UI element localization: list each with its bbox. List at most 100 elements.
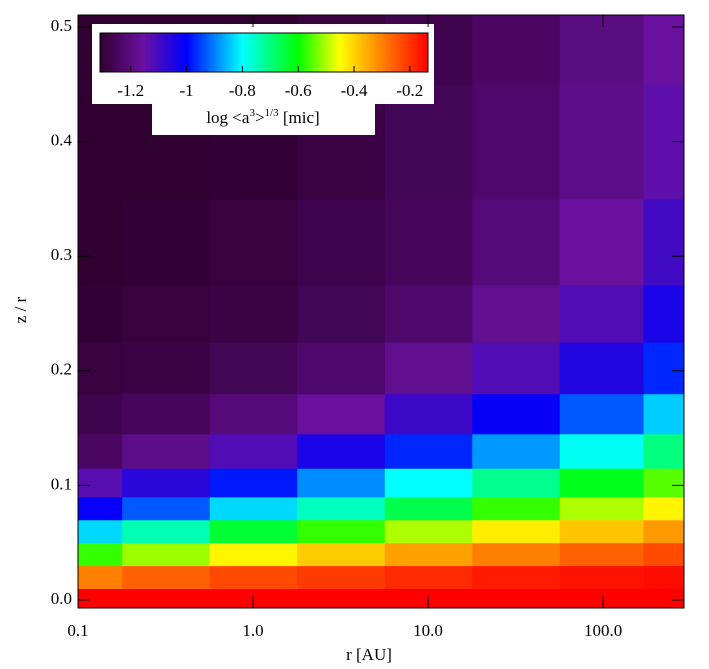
heatmap-cell <box>472 84 561 200</box>
heatmap-cell <box>122 496 211 521</box>
heatmap-cell <box>122 342 211 395</box>
heatmap-cell <box>78 284 123 343</box>
heatmap-cell <box>122 198 211 286</box>
heatmap-cell <box>209 198 298 286</box>
heatmap-cell <box>559 496 645 521</box>
colorbar-tick-label: -0.6 <box>285 81 312 100</box>
heatmap-cell <box>78 468 123 498</box>
heatmap-cell <box>384 198 473 286</box>
heatmap-cell <box>78 519 123 544</box>
heatmap-cell <box>78 393 123 435</box>
heatmap-cell <box>472 15 561 85</box>
y-tick-label: 0.4 <box>51 131 73 150</box>
heatmap-cell <box>643 284 684 343</box>
heatmap-cell <box>209 342 298 395</box>
heatmap-cell <box>209 393 298 435</box>
heatmap-cell <box>643 342 684 395</box>
y-axis-label: z / r <box>11 296 30 323</box>
heatmap-cell <box>297 284 386 343</box>
x-tick-label: 10.0 <box>413 621 443 640</box>
heatmap-cell <box>78 542 123 567</box>
x-axis-label: r [AU] <box>346 645 392 664</box>
plot-frame <box>77 14 685 609</box>
heatmap-cell <box>78 198 123 286</box>
heatmap-cell <box>122 588 211 608</box>
heatmap-cell <box>384 393 473 435</box>
colorbar-tick-label: -0.8 <box>229 81 256 100</box>
heatmap-cell <box>209 433 298 469</box>
heatmap-cell <box>209 284 298 343</box>
heatmap-cell <box>643 565 684 590</box>
heatmap-cell <box>559 519 645 544</box>
heatmap-cell <box>472 342 561 395</box>
heatmap-cell <box>643 496 684 521</box>
heatmap-cell <box>209 468 298 498</box>
heatmap-cell <box>643 15 684 85</box>
colorbar <box>99 32 429 73</box>
heatmap-cell <box>559 342 645 395</box>
heatmap-cell <box>384 565 473 590</box>
heatmap-cell <box>384 468 473 498</box>
colorbar-tick-label: -1.2 <box>117 81 144 100</box>
heatmap-cell <box>297 496 386 521</box>
heatmap-cell <box>472 519 561 544</box>
heatmap-cell <box>78 342 123 395</box>
heatmap-cell <box>78 496 123 521</box>
heatmap-cell <box>78 565 123 590</box>
colorbar-label: log <a3>1/3 [mic] <box>206 107 319 127</box>
heatmap-cell <box>472 433 561 469</box>
heatmap-cell <box>297 542 386 567</box>
heatmap-cell <box>297 565 386 590</box>
heatmap-cell <box>384 588 473 608</box>
heatmap-cell <box>559 284 645 343</box>
heatmap-cell <box>643 198 684 286</box>
colorbar-label-background <box>152 103 375 135</box>
colorbar-box <box>92 24 434 135</box>
heatmap-cell <box>472 198 561 286</box>
heatmap-cell <box>384 519 473 544</box>
heatmap-cell <box>643 542 684 567</box>
colorbar-label-part: 1/3 <box>265 107 280 119</box>
heatmap-cell <box>209 542 298 567</box>
y-tick-label: 0.3 <box>51 245 72 264</box>
heatmap-cell <box>472 496 561 521</box>
heatmap-cell <box>209 588 298 608</box>
heatmap-cell <box>472 468 561 498</box>
colorbar-label-part: 3 <box>249 107 255 119</box>
heatmap-cell <box>643 588 684 608</box>
heatmap-cell <box>559 84 645 200</box>
colorbar-tick-label: -1 <box>179 81 193 100</box>
colorbar-label-part: > <box>255 108 265 127</box>
heatmap-cell <box>122 433 211 469</box>
heatmap-cell <box>384 433 473 469</box>
heatmap <box>78 15 684 608</box>
heatmap-cell <box>297 198 386 286</box>
heatmap-cell <box>559 542 645 567</box>
heatmap-cell <box>559 198 645 286</box>
heatmap-cell <box>209 565 298 590</box>
heatmap-cell <box>559 588 645 608</box>
heatmap-cell <box>297 468 386 498</box>
heatmap-cell <box>78 433 123 469</box>
heatmap-cell <box>559 565 645 590</box>
heatmap-cell <box>297 342 386 395</box>
y-tick-label: 0.0 <box>51 589 72 608</box>
colorbar-label-part: [mic] <box>279 108 320 127</box>
heatmap-cell <box>472 588 561 608</box>
heatmap-cell <box>472 393 561 435</box>
heatmap-cell <box>643 519 684 544</box>
heatmap-cell <box>122 565 211 590</box>
heatmap-cell <box>472 284 561 343</box>
colorbar-tick-label: -0.4 <box>341 81 368 100</box>
heatmap-cell <box>472 542 561 567</box>
colorbar-tick-label: -0.2 <box>396 81 423 100</box>
heatmap-cell <box>209 519 298 544</box>
heatmap-cell <box>384 496 473 521</box>
heatmap-cell <box>472 565 561 590</box>
y-tick-label: 0.2 <box>51 360 72 379</box>
heatmap-cell <box>78 588 123 608</box>
heatmap-cell <box>559 393 645 435</box>
x-tick-label: 0.1 <box>67 621 88 640</box>
